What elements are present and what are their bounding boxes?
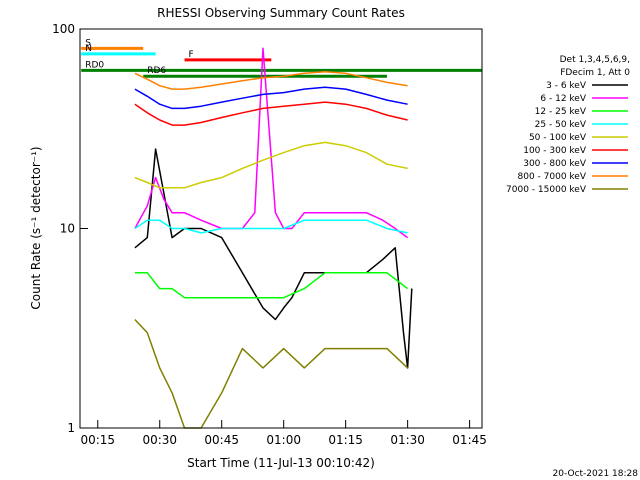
y-axis-label: Count Rate (s⁻¹ detector⁻¹) (29, 146, 43, 309)
series-line-2 (134, 272, 409, 299)
x-tick-label-1: 00:30 (142, 433, 177, 447)
timestamp: 20-Oct-2021 18:28 (553, 469, 639, 479)
series-line-0 (134, 148, 413, 369)
x-tick-label-0: 00:15 (80, 433, 115, 447)
series-line-7 (134, 71, 408, 90)
legend-entry-4: 50 - 100 keV (529, 133, 587, 143)
series-line-3 (134, 219, 408, 234)
legend-entry-1: 6 - 12 keV (540, 94, 586, 104)
x-tick-label-6: 01:45 (452, 433, 487, 447)
legend-header-0: Det 1,3,4,5,6,9, (560, 55, 630, 65)
legend-entry-0: 3 - 6 keV (546, 81, 587, 91)
series-line-6 (134, 86, 408, 110)
x-axis-label: Start Time (11-Jul-13 00:10:42) (187, 456, 375, 470)
x-tick-label-5: 01:30 (390, 433, 425, 447)
x-tick-label-4: 01:15 (328, 433, 363, 447)
legend-entry-8: 7000 - 15000 keV (506, 185, 587, 195)
annotation-label-2: F (189, 50, 194, 60)
series-line-5 (134, 101, 408, 126)
y-tick-label-2: 100 (52, 22, 75, 36)
annotation-label-1: N (85, 44, 92, 54)
series-line-4 (134, 141, 408, 189)
legend-header-1: FDecim 1, Att 0 (560, 68, 630, 78)
legend-entry-2: 12 - 25 keV (535, 107, 587, 117)
legend-entry-6: 300 - 800 keV (523, 159, 587, 169)
series-line-8 (134, 318, 409, 429)
legend-entry-7: 800 - 7000 keV (518, 172, 587, 182)
chart-title: RHESSI Observing Summary Count Rates (157, 6, 405, 20)
series-line-1 (134, 47, 409, 239)
annotation-label-0: S (85, 38, 91, 48)
legend-entry-5: 100 - 300 keV (523, 146, 587, 156)
y-tick-label-0: 1 (67, 421, 75, 435)
annotation-label-4: RD6 (147, 66, 166, 76)
x-tick-label-2: 00:45 (204, 433, 239, 447)
legend-entry-3: 25 - 50 keV (535, 120, 587, 130)
y-tick-label-1: 10 (60, 222, 75, 236)
x-tick-label-3: 01:00 (266, 433, 301, 447)
annotation-label-3: RD0 (85, 60, 104, 70)
